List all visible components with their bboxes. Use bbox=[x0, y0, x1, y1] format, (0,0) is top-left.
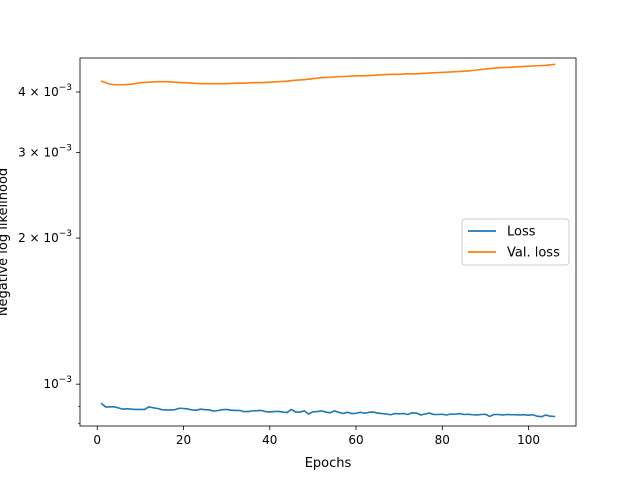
y-axis-minor-ticks bbox=[78, 406, 80, 424]
y-tick-exponent: −3 bbox=[59, 144, 72, 154]
x-axis-ticks: 0 20 40 60 80 100 bbox=[93, 426, 540, 447]
y-axis-ticks: 10−32 × 10−33 × 10−34 × 10−3 bbox=[18, 83, 80, 391]
y-tick-base: 10 bbox=[43, 377, 58, 391]
y-tick-label: 4 × 10−3 bbox=[18, 83, 72, 99]
y-tick-label: 10−3 bbox=[43, 375, 72, 391]
y-tick-exponent: −3 bbox=[59, 375, 72, 385]
y-tick-exponent: −3 bbox=[59, 83, 72, 93]
y-tick-base: 10 bbox=[43, 146, 58, 160]
series-line-1 bbox=[100, 402, 556, 418]
y-tick-mantissa: 4 × bbox=[18, 85, 43, 99]
series-layer bbox=[100, 63, 556, 418]
y-tick-base: 10 bbox=[43, 231, 58, 245]
x-tick-label: 0 bbox=[93, 433, 101, 447]
x-tick-label: 60 bbox=[348, 433, 363, 447]
legend-label: Val. loss bbox=[507, 246, 560, 261]
x-tick-label: 20 bbox=[176, 433, 191, 447]
legend: Loss Val. loss bbox=[461, 218, 570, 266]
y-axis-label: Negative log likelihood bbox=[0, 168, 11, 316]
y-tick-base: 10 bbox=[43, 85, 58, 99]
x-tick-label: 80 bbox=[435, 433, 450, 447]
axes-frame bbox=[79, 57, 577, 427]
y-tick-label: 2 × 10−3 bbox=[18, 229, 72, 245]
y-tick-mantissa: 3 × bbox=[18, 146, 43, 160]
y-tick-label: 3 × 10−3 bbox=[18, 144, 72, 160]
x-axis-label: Epochs bbox=[305, 456, 352, 471]
legend-label: Loss bbox=[507, 225, 536, 240]
x-tick-label: 100 bbox=[517, 433, 540, 447]
y-tick-mantissa: 2 × bbox=[18, 231, 43, 245]
x-tick-label: 40 bbox=[262, 433, 277, 447]
series-line-2 bbox=[100, 63, 556, 86]
y-tick-exponent: −3 bbox=[59, 229, 72, 239]
